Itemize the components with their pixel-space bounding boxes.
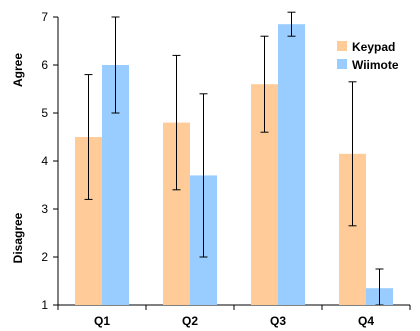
error-bar-wiimote-q3 [287,11,296,37]
error-bar-wiimote-q2 [199,93,208,258]
y-tick-label: 1 [41,298,48,312]
legend-label-wiimote: Wiimote [352,58,399,72]
y-ticks-group: 1 2 3 4 5 6 7 [41,10,58,312]
error-bars-group [84,11,384,306]
y-label-agree: Agree [11,53,25,87]
y-tick-label: 2 [41,250,48,264]
y-tick-label: 3 [41,202,48,216]
y-tick-label: 5 [41,106,48,120]
legend-swatch-keypad [337,41,347,51]
y-tick-label: 4 [41,154,48,168]
error-bar-wiimote-q1 [111,16,120,114]
legend: Keypad Wiimote [337,40,399,72]
error-bar-wiimote-q4 [375,268,384,306]
bar-wiimote-q3 [278,24,305,305]
x-category-label: Q1 [94,314,110,328]
x-category-label: Q3 [270,314,286,328]
y-tick-label: 7 [41,10,48,24]
legend-swatch-wiimote [337,59,347,69]
y-label-disagree: Disagree [11,212,25,263]
y-tick-label: 6 [41,58,48,72]
error-bar-keypad-q1 [84,74,93,200]
x-category-label: Q4 [358,314,374,328]
x-categories-group: Q1 Q2 Q3 Q4 [94,314,374,328]
legend-label-keypad: Keypad [352,40,395,54]
error-bar-keypad-q4 [348,81,357,227]
error-bar-keypad-q3 [260,35,269,133]
x-category-label: Q2 [182,314,198,328]
error-bar-keypad-q2 [172,54,181,191]
